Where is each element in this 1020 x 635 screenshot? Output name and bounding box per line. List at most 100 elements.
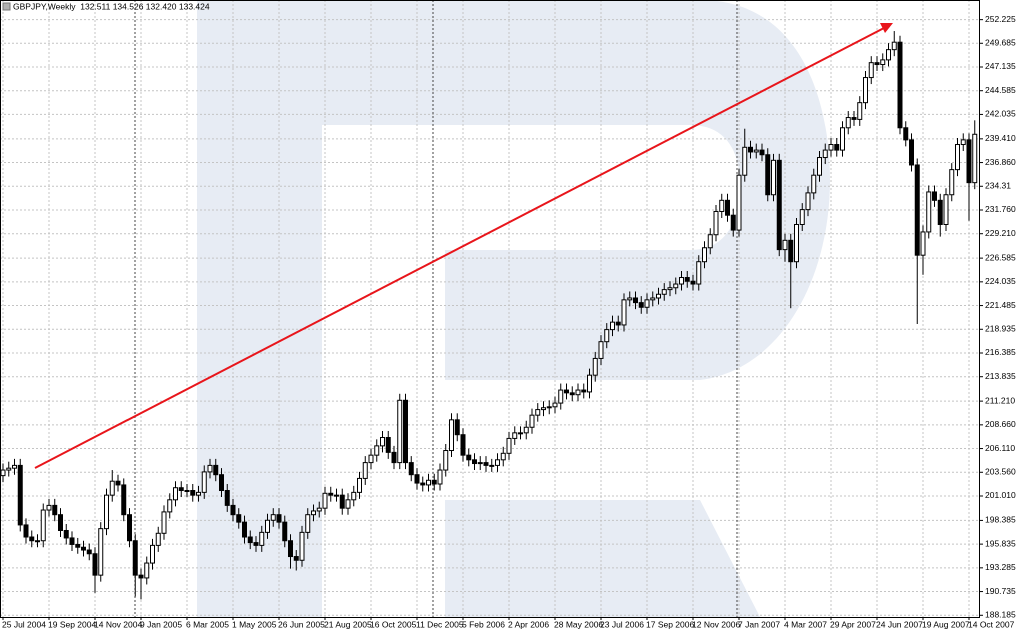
candle-body bbox=[569, 392, 575, 396]
candle-body bbox=[909, 139, 914, 166]
candle-body bbox=[673, 283, 679, 289]
candle-body bbox=[219, 474, 224, 492]
candle-body bbox=[397, 399, 403, 464]
candle-body bbox=[759, 149, 765, 156]
candle-body bbox=[265, 519, 270, 533]
candle-body bbox=[575, 389, 581, 396]
y-tick-label: 211.210 bbox=[985, 395, 1015, 405]
candle-body bbox=[696, 261, 702, 285]
y-tick-label: 216.385 bbox=[985, 347, 1016, 357]
candle-body bbox=[811, 174, 817, 194]
symbol-icon bbox=[2, 2, 11, 11]
y-tick-label: 224.035 bbox=[985, 276, 1016, 286]
candle-body bbox=[357, 477, 362, 493]
y-tick-label: 226.585 bbox=[985, 252, 1016, 262]
x-tick-label: 17 Sep 2006 bbox=[646, 619, 694, 629]
candle-body bbox=[736, 174, 742, 231]
candle-body bbox=[782, 239, 788, 251]
candle-body bbox=[230, 504, 236, 516]
candle-body bbox=[0, 469, 6, 477]
candle-body bbox=[972, 133, 978, 184]
candle-body bbox=[535, 409, 541, 416]
x-tick-label: 1 May 2005 bbox=[232, 619, 277, 629]
candle-body bbox=[86, 549, 92, 555]
candle-body bbox=[466, 454, 472, 461]
candle-body bbox=[644, 299, 650, 308]
candle-body bbox=[362, 462, 368, 479]
candle-body bbox=[518, 432, 523, 435]
candle-body bbox=[765, 154, 771, 196]
candle-body bbox=[966, 139, 972, 184]
candle-body bbox=[713, 210, 719, 236]
candle-body bbox=[196, 491, 201, 496]
candle-body bbox=[58, 514, 63, 532]
x-tick-label: 6 Mar 2005 bbox=[186, 619, 229, 629]
candle-body bbox=[725, 199, 730, 216]
candle-body bbox=[334, 494, 339, 497]
candle-body bbox=[127, 514, 132, 542]
candle-body bbox=[955, 144, 960, 171]
candle-body bbox=[109, 480, 115, 496]
candle-body bbox=[661, 289, 667, 295]
candle-body bbox=[380, 436, 385, 447]
candle-body bbox=[403, 399, 408, 464]
candle-body bbox=[460, 434, 466, 456]
x-tick-label: 21 Aug 2005 bbox=[324, 619, 372, 629]
candle-body bbox=[144, 562, 150, 579]
y-tick-label: 188.185 bbox=[985, 610, 1016, 620]
candle-body bbox=[684, 277, 690, 282]
candle-body bbox=[546, 406, 552, 409]
candle-body bbox=[420, 482, 426, 486]
x-tick-label: 7 Jan 2007 bbox=[738, 619, 780, 629]
watermark-stem bbox=[197, 0, 322, 617]
candle-body bbox=[817, 157, 822, 176]
candle-body bbox=[477, 462, 483, 465]
x-tick-label: 25 Jul 2004 bbox=[2, 619, 46, 629]
candle-body bbox=[874, 62, 880, 66]
candle-body bbox=[184, 490, 190, 493]
candle-body bbox=[886, 49, 891, 61]
candle-body bbox=[742, 146, 748, 176]
candle-body bbox=[604, 329, 610, 343]
candle-body bbox=[863, 77, 868, 104]
candle-body bbox=[495, 459, 500, 466]
candle-body bbox=[903, 127, 909, 141]
candle-body bbox=[834, 144, 840, 151]
candle-body bbox=[328, 492, 334, 496]
candle-body bbox=[224, 490, 230, 506]
candle-body bbox=[771, 159, 776, 196]
candle-body bbox=[960, 139, 966, 146]
candle-body bbox=[730, 214, 736, 231]
candle-body bbox=[276, 514, 282, 523]
candle-body bbox=[558, 389, 564, 404]
plot-frame bbox=[0, 0, 980, 618]
candle-body bbox=[155, 532, 161, 546]
candle-body bbox=[247, 536, 253, 544]
candle-body bbox=[316, 507, 322, 512]
y-tick-label: 218.935 bbox=[985, 324, 1016, 334]
candle-body bbox=[408, 462, 414, 476]
candle-body bbox=[868, 62, 874, 79]
candle-body bbox=[690, 280, 696, 285]
candle-body bbox=[167, 499, 173, 513]
candle-body bbox=[104, 494, 109, 530]
candle-body bbox=[788, 239, 794, 263]
candle-body bbox=[633, 297, 638, 304]
watermark-leg bbox=[445, 500, 760, 617]
x-tick-label: 26 Jun 2005 bbox=[278, 619, 325, 629]
candle-body bbox=[926, 191, 932, 233]
x-tick-label: 23 Jul 2006 bbox=[600, 619, 644, 629]
x-tick-label: 24 Jun 2007 bbox=[876, 619, 923, 629]
y-tick-label: 229.210 bbox=[985, 228, 1016, 238]
candle-body bbox=[236, 514, 242, 523]
candle-body bbox=[656, 293, 661, 299]
candle-body bbox=[374, 445, 380, 456]
candle-body bbox=[845, 117, 851, 129]
candle-body bbox=[880, 59, 886, 66]
candle-body bbox=[679, 277, 684, 285]
x-tick-label: 5 Feb 2006 bbox=[462, 619, 505, 629]
x-tick-label: 9 Jan 2005 bbox=[140, 619, 182, 629]
candle-body bbox=[483, 462, 489, 466]
x-tick-label: 16 Oct 2005 bbox=[370, 619, 417, 629]
